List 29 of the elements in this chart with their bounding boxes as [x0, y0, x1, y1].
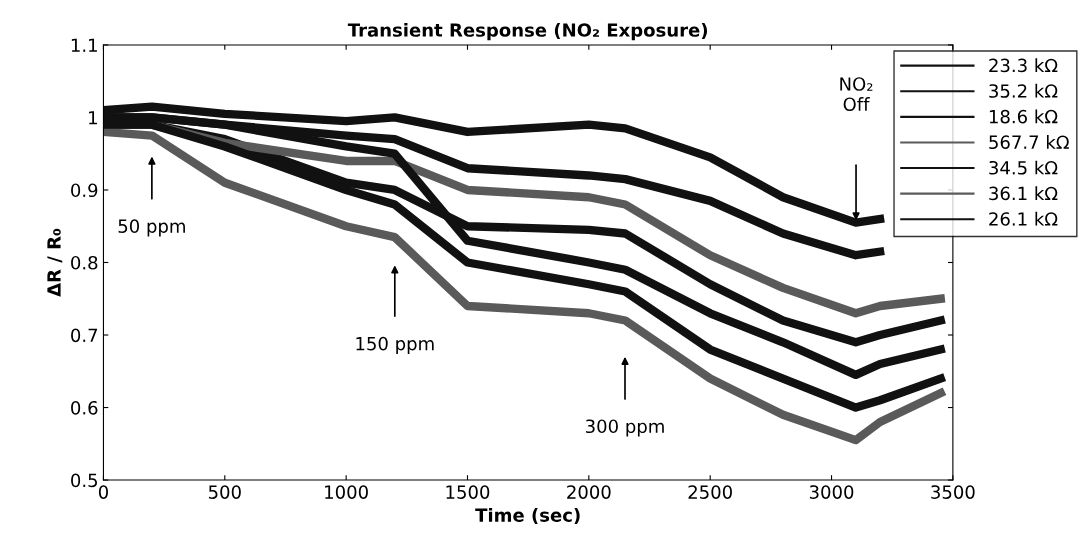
- y-tick-label: 0.7: [71, 328, 98, 343]
- y-tick-label: 0.6: [71, 400, 98, 415]
- y-tick-label: 0.9: [71, 183, 98, 198]
- legend-label: 23.3 kΩ: [989, 58, 1058, 73]
- x-tick-label: 3000: [809, 485, 854, 499]
- y-tick-label: 0.8: [71, 255, 98, 270]
- legend-label: 26.1 kΩ: [989, 211, 1058, 226]
- x-tick-label: 1500: [446, 485, 490, 499]
- y-tick-label: 0.5: [71, 473, 98, 488]
- legend-label: 34.5 kΩ: [989, 160, 1058, 175]
- annotation: 50 ppm: [118, 219, 185, 237]
- legend-label: 35.2 kΩ: [989, 83, 1058, 98]
- y-axis-title: ΔR / R₀: [47, 228, 63, 297]
- x-tick-label: 2000: [567, 485, 611, 499]
- chart-title: Transient Response (NO₂ Exposure): [347, 22, 708, 41]
- annotation: 150 ppm: [356, 336, 434, 354]
- y-tick-label: 1: [89, 111, 97, 125]
- legend-label: 567.7 kΩ: [989, 135, 1069, 150]
- y-tick-label: 1.1: [71, 38, 97, 52]
- x-tick-label: 2500: [688, 485, 732, 499]
- x-tick-label: 1000: [325, 485, 368, 499]
- x-tick-label: 0: [98, 485, 108, 499]
- x-tick-label: 3500: [931, 485, 975, 499]
- annotation: 300 ppm: [586, 419, 664, 437]
- x-tick-label: 500: [208, 485, 241, 499]
- legend-label: 18.6 kΩ: [989, 109, 1058, 124]
- annotation: NO₂ Off: [840, 77, 873, 112]
- x-axis-title: Time (sec): [475, 507, 580, 525]
- legend-label: 36.1 kΩ: [989, 186, 1058, 201]
